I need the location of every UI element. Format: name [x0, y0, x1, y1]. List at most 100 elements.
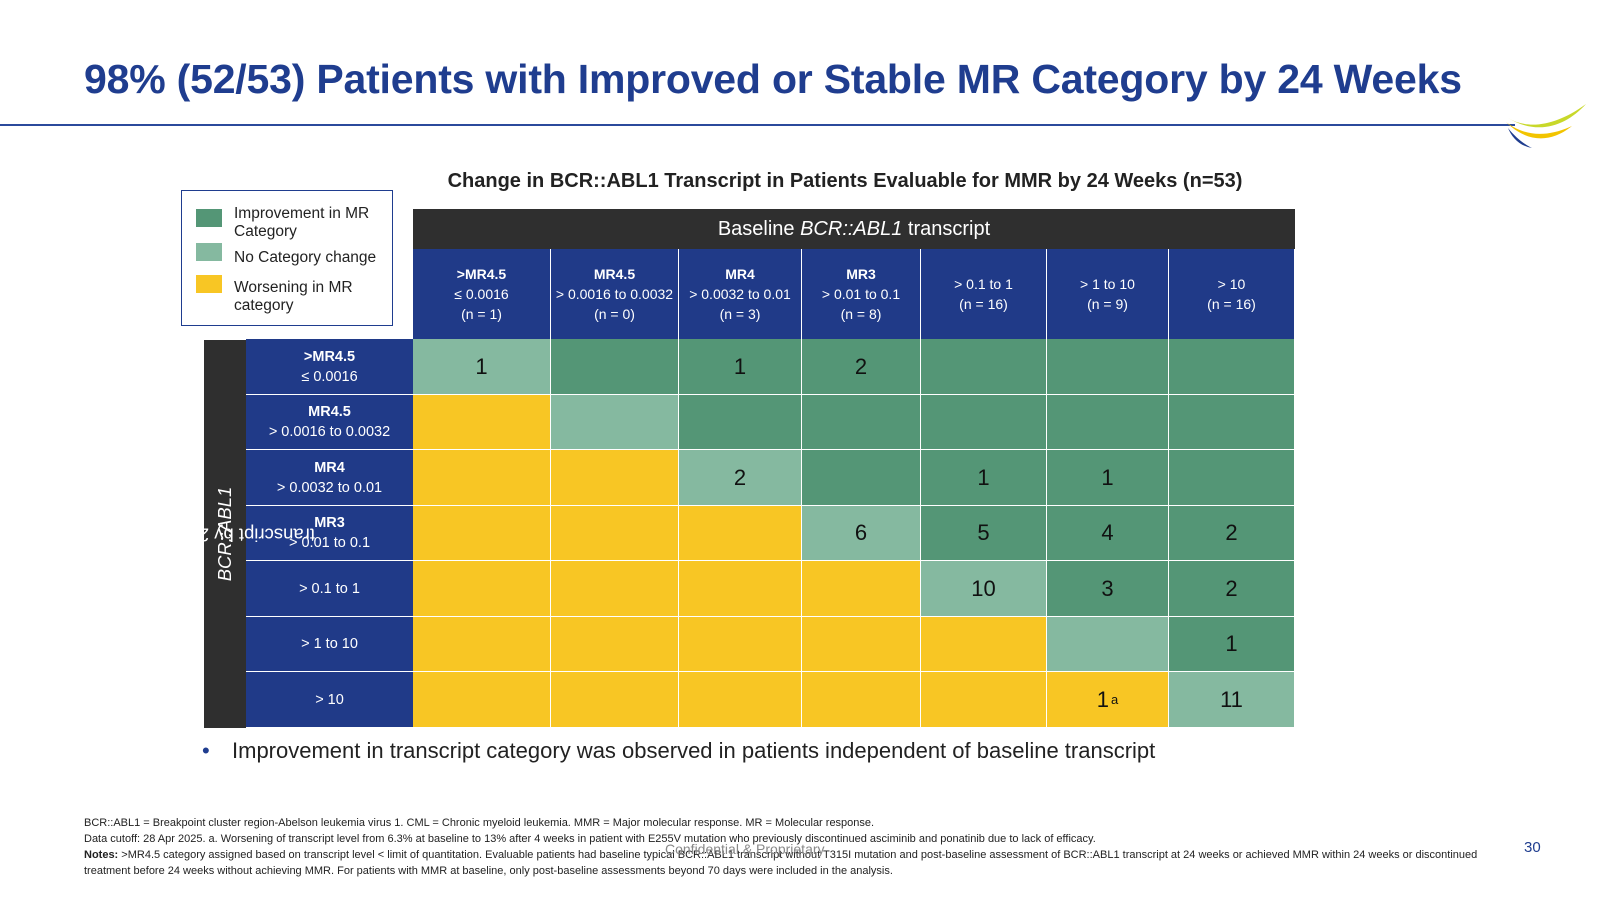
cell-value: 11: [1220, 686, 1243, 712]
table-cell: [1169, 395, 1295, 450]
table-cell: [1169, 450, 1295, 506]
column-header-range: > 0.0032 to 0.01: [689, 286, 791, 302]
cell-value: 1: [1225, 631, 1238, 656]
cell-value: 2: [1225, 520, 1238, 545]
legend: Improvement in MR Category No Category c…: [181, 190, 393, 326]
side-axis-label: BCR::ABL1 transcript by 24-weeks: [130, 340, 315, 728]
column-header: MR3 > 0.01 to 0.1 (n = 8): [802, 249, 921, 339]
legend-swatch: [196, 275, 222, 293]
table-cell: 4: [1047, 506, 1169, 561]
table-cell: [1047, 395, 1169, 450]
column-header-range: (n = 16): [959, 296, 1008, 312]
cell-value: 1: [1101, 464, 1114, 490]
cell-value: 1: [733, 353, 747, 379]
cell-footnote-marker: a: [1111, 692, 1119, 707]
legend-label: No Category change: [234, 249, 377, 266]
row-header: MR4 > 0.0032 to 0.01: [246, 450, 413, 506]
page-number: 30: [1524, 839, 1541, 856]
table-cell: [413, 672, 551, 728]
row-header-range: > 0.0016 to 0.0032: [268, 424, 391, 440]
bullet-point: • Improvement in transcript category was …: [202, 738, 1155, 764]
table-cell: [413, 450, 551, 506]
legend-label: Worsening in MR category: [234, 279, 353, 314]
confidential-label: Confidential & Proprietary: [665, 841, 825, 857]
table-cell: 1: [413, 339, 551, 395]
legend-swatch: [196, 243, 222, 261]
table-cell: [413, 561, 551, 617]
table-cell: 10: [921, 561, 1047, 617]
row-header-category: > 1 to 10: [301, 636, 358, 652]
footnote-notes-text: >MR4.5 category assigned based on transc…: [84, 849, 1478, 877]
table-cell: 1: [679, 339, 802, 395]
baseline-header-prefix: Baseline: [717, 217, 801, 240]
column-header: MR4 > 0.0032 to 0.01 (n = 3): [679, 249, 802, 339]
table-cell: [802, 450, 921, 506]
legend-label: Improvement in MR Category: [234, 205, 370, 240]
table-cell: 3: [1047, 561, 1169, 617]
table-cell: [679, 395, 802, 450]
column-header-range: > 0.0016 to 0.0032: [555, 286, 674, 302]
table-cell: [802, 395, 921, 450]
table-cell: 6: [802, 506, 921, 561]
cell-value: 3: [1101, 575, 1114, 601]
cell-value: 2: [854, 353, 868, 379]
bullet-text: Improvement in transcript category was o…: [232, 738, 1156, 763]
column-header-category: MR4.5: [593, 266, 636, 282]
column-header-range: > 0.01 to 0.1: [821, 286, 901, 302]
column-header-n: (n = 0): [594, 306, 635, 322]
column-header: >MR4.5 ≤ 0.0016 (n = 1): [413, 249, 551, 339]
table-cell: 2: [679, 450, 802, 506]
side-axis-suffix: transcript by 24-weeks: [129, 524, 321, 546]
table-title: Change in BCR::ABL1 Transcript in Patien…: [447, 170, 1243, 192]
row-header-category: MR4: [314, 459, 345, 476]
column-header-range: ≤ 0.0016: [454, 286, 509, 302]
table-cell: [679, 506, 802, 561]
column-header-n: (n = 8): [840, 306, 882, 322]
table-cell: [551, 395, 679, 450]
row-header-range: > 0.0032 to 0.01: [276, 479, 383, 496]
row-header: > 0.1 to 1: [246, 561, 413, 617]
cell-value: 6: [854, 520, 868, 545]
table-cell: [551, 561, 679, 617]
legend-swatch: [196, 209, 222, 227]
row-header-range: ≤ 0.0016: [301, 368, 358, 385]
table-cell: 5: [921, 506, 1047, 561]
baseline-header-suffix: transcript: [902, 217, 991, 240]
table-cell: [921, 339, 1047, 395]
table-cell: [921, 617, 1047, 672]
row-header: >MR4.5 ≤ 0.0016: [246, 339, 413, 395]
column-header: MR4.5 > 0.0016 to 0.0032 (n = 0): [551, 249, 679, 339]
row-header: MR3 > 0.01 to 0.1: [246, 506, 413, 561]
table-cell: [413, 617, 551, 672]
table-cell: [551, 617, 679, 672]
column-header-n: (n = 1): [461, 306, 502, 322]
table-cell: 1: [1169, 617, 1295, 672]
row-header-category: > 0.1 to 1: [299, 580, 360, 597]
table-cell: 1: [921, 450, 1047, 506]
table-cell: 2: [1169, 561, 1295, 617]
row-header: MR4.5 > 0.0016 to 0.0032: [246, 395, 413, 450]
row-header-category: MR4.5: [308, 404, 351, 420]
column-header: > 0.1 to 1 (n = 16): [921, 249, 1047, 339]
column-header-category: > 1 to 10: [1080, 276, 1135, 292]
column-header-category: MR3: [846, 266, 876, 282]
cell-value: 4: [1101, 520, 1114, 545]
table-cell: [1047, 617, 1169, 672]
table-cell: [802, 617, 921, 672]
table-cell: [679, 617, 802, 672]
column-header-range: (n = 9): [1087, 296, 1128, 312]
table-cell: [1169, 339, 1295, 395]
table-cell: [551, 450, 679, 506]
cell-value: 1: [977, 464, 990, 490]
row-header-category: MR3: [314, 515, 345, 531]
slide-title: 98% (52/53) Patients with Improved or St…: [84, 56, 1462, 102]
row-header-category: >MR4.5: [303, 348, 356, 365]
column-header-category: >MR4.5: [456, 266, 507, 282]
footnote-data-cutoff: Data cutoff: 28 Apr 2025. a. Worsening o…: [84, 833, 1096, 845]
column-header-category: > 0.1 to 1: [954, 276, 1013, 292]
row-header-category: > 10: [315, 691, 344, 708]
bullet-dot: •: [202, 738, 210, 763]
table-cell: 2: [802, 339, 921, 395]
footnotes: BCR::ABL1 = Breakpoint cluster region-Ab…: [84, 815, 1504, 879]
